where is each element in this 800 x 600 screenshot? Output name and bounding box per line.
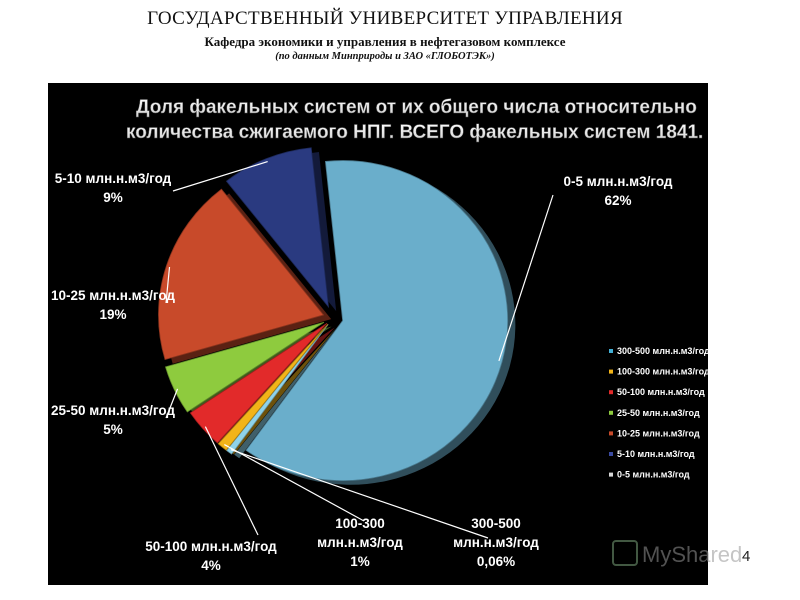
label-leader-line	[224, 444, 365, 522]
pie-slice	[245, 160, 509, 481]
pie-slice	[217, 323, 329, 451]
pie-slice	[158, 188, 325, 361]
slice-label: 0,06%	[477, 554, 515, 569]
page-title: ГОСУДАРСТВЕННЫЙ УНИВЕРСИТЕТ УПРАВЛЕНИЯ	[147, 8, 623, 29]
pie-slice	[225, 324, 329, 455]
label-leader-line	[204, 426, 259, 536]
legend-entry: 25-50 млн.н.м3/год	[617, 408, 700, 418]
chart-title-line-1: Доля факельных систем от их общего числа…	[136, 97, 697, 118]
pie-slice	[164, 321, 325, 413]
watermark: MyShared	[612, 540, 782, 570]
slice-label: 19%	[99, 307, 126, 322]
slice-label: 1%	[350, 554, 370, 569]
slice-label: 50-100 млн.н.м3/год	[145, 539, 277, 554]
chart-panel: Доля факельных систем от их общего числа…	[48, 83, 708, 585]
slice-label: млн.н.м3/год	[317, 535, 403, 550]
chart-title-line-2: количества сжигаемого НПГ. ВСЕГО факельн…	[126, 122, 703, 143]
legend-entry: 50-100 млн.н.м3/год	[617, 387, 705, 397]
legend-entry: 100-300 млн.н.м3/год	[617, 367, 708, 377]
legend-swatch	[609, 349, 613, 353]
slice-label: 9%	[103, 190, 123, 205]
page-number: 4	[742, 548, 751, 565]
legend-swatch	[609, 431, 613, 436]
label-leader-line	[165, 388, 179, 419]
slice-label: 5-10 млн.н.м3/год	[55, 171, 172, 186]
slice-label: 10-25 млн.н.м3/год	[51, 288, 175, 303]
legend-swatch	[609, 369, 613, 374]
pie-slice-side	[234, 328, 336, 459]
pie-chart: Доля факельных систем от их общего числа…	[51, 97, 708, 573]
department-subtitle: Кафедра экономики и управления в нефтега…	[204, 34, 566, 49]
legend-swatch	[609, 472, 613, 477]
watermark-logo-icon	[612, 540, 638, 566]
label-leader-line	[172, 161, 268, 192]
pie-slice	[189, 322, 328, 444]
legend-entry: 300-500 млн.н.м3/год	[617, 346, 708, 356]
legend-entry: 10-25 млн.н.м3/год	[617, 428, 700, 438]
legend-swatch	[609, 452, 613, 456]
slice-label: 4%	[201, 558, 221, 573]
label-leader-line	[498, 194, 554, 362]
legend-entry: 0-5 млн.н.м3/год	[617, 470, 690, 480]
legend-swatch	[609, 390, 613, 395]
slice-label: 25-50 млн.н.м3/год	[51, 403, 175, 418]
slice-label: 300-500	[471, 516, 521, 531]
label-leader-line	[165, 266, 171, 304]
slice-label: 100-300	[335, 516, 385, 531]
label-leader-line	[230, 449, 489, 539]
legend-swatch	[609, 410, 613, 415]
legend-entry: 5-10 млн.н.м3/год	[617, 449, 695, 459]
slice-label: 0-5 млн.н.м3/год	[564, 174, 673, 189]
source-note: (по данным Минприроды и ЗАО «ГЛОБОТЭК»)	[275, 51, 495, 62]
pie-slice	[225, 147, 330, 309]
slice-label: млн.н.м3/год	[453, 535, 539, 550]
slice-label: 62%	[604, 193, 631, 208]
slice-label: 5%	[103, 422, 123, 437]
